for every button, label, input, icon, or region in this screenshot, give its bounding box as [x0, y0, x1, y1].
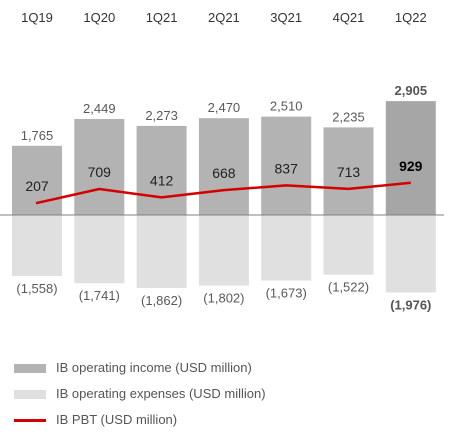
income-bar [385, 101, 436, 215]
legend-label-pbt: IB PBT (USD million) [56, 412, 178, 427]
pbt-value-label: 207 [25, 178, 49, 194]
pbt-value-label: 709 [88, 164, 112, 180]
legend-swatch-expenses [14, 390, 46, 399]
pbt-value-label: 713 [337, 164, 361, 180]
legend-label-expenses: IB operating expenses (USD million) [56, 386, 266, 401]
income-bar [198, 118, 249, 215]
income-value-label: 2,470 [208, 100, 241, 115]
income-value-label: 2,235 [332, 109, 365, 124]
income-value-label: 2,273 [145, 108, 178, 123]
expense-bar [323, 215, 374, 275]
expense-value-label: (1,802) [203, 291, 244, 306]
pbt-value-label: 412 [150, 172, 174, 188]
expense-value-label: (1,673) [266, 286, 307, 301]
income-value-label: 2,449 [83, 101, 116, 116]
expense-value-label: (1,862) [141, 293, 182, 308]
category-label: 3Q21 [270, 10, 302, 25]
category-label: 1Q21 [146, 10, 178, 25]
legend-swatch-income [14, 364, 46, 373]
expense-value-label: (1,522) [328, 280, 369, 295]
pbt-line [35, 181, 411, 205]
expense-value-label: (1,741) [79, 288, 120, 303]
expense-bar [385, 215, 436, 293]
expense-bar [12, 215, 62, 277]
category-label: 2Q21 [208, 10, 240, 25]
income-value-label: 1,765 [21, 128, 54, 143]
expense-bar [261, 215, 312, 281]
legend-label-income: IB operating income (USD million) [56, 360, 252, 375]
income-bar [261, 116, 312, 215]
pbt-value-label: 837 [275, 160, 299, 176]
income-bar [323, 127, 374, 215]
category-label: 1Q22 [395, 10, 427, 25]
expense-value-label: (1,558) [16, 281, 57, 296]
expense-bar [136, 215, 187, 288]
income-value-label: 2,510 [270, 99, 303, 114]
legend-swatch-pbt [14, 419, 46, 422]
expense-value-label: (1,976) [390, 297, 431, 312]
expense-bar [198, 215, 249, 286]
category-label: 4Q21 [333, 10, 365, 25]
income-value-label: 2,905 [395, 83, 428, 98]
income-bar [136, 125, 187, 215]
pbt-value-label: 668 [212, 165, 236, 181]
expense-bar [74, 215, 125, 284]
category-label: 1Q19 [21, 10, 53, 25]
income-bar [74, 118, 125, 215]
pbt-value-label: 929 [399, 158, 423, 174]
category-label: 1Q20 [83, 10, 115, 25]
